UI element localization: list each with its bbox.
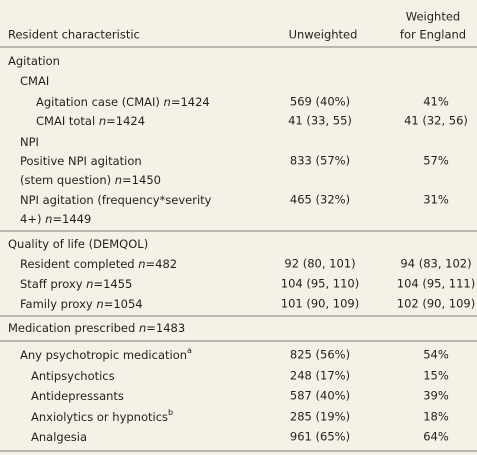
unweighted-value: 41 (33, 55) <box>288 114 352 128</box>
row-label: Antipsychotics <box>31 369 115 383</box>
row-label: (stem question) n=1450 <box>20 173 161 187</box>
label-text: Medication prescribed <box>8 321 139 335</box>
row-label: Quality of life (DEMQOL) <box>8 237 148 251</box>
unweighted-value: 825 (56%) <box>290 348 350 362</box>
unweighted-value: 833 (57%) <box>290 154 350 168</box>
label-text: =1455 <box>93 277 132 291</box>
label-text: Agitation case (CMAI) <box>36 95 164 109</box>
weighted-value: 104 (95, 111) <box>397 277 475 291</box>
unweighted-value: 569 (40%) <box>290 95 350 109</box>
label-text: (stem question) <box>20 173 115 187</box>
label-text: Quality of life (DEMQOL) <box>8 237 148 251</box>
label-italic: n <box>86 277 93 291</box>
label-italic: n <box>99 114 106 128</box>
row-label: Analgesia <box>31 430 87 444</box>
label-text: Staff proxy <box>20 277 86 291</box>
row-label: Any psychotropic medicationa <box>20 346 192 362</box>
weighted-value: 15% <box>423 369 449 383</box>
unweighted-value: 248 (17%) <box>290 369 350 383</box>
row-label: Family proxy n=1054 <box>20 297 143 311</box>
row-label: CMAI total n=1424 <box>36 114 145 128</box>
weighted-value: 57% <box>423 154 449 168</box>
label-italic: n <box>96 297 103 311</box>
label-text: Anxiolytics or hypnotics <box>31 410 168 424</box>
unweighted-value: 101 (90, 109) <box>281 297 359 311</box>
weighted-value: 39% <box>423 389 449 403</box>
label-italic: n <box>139 321 146 335</box>
label-text: =1483 <box>146 321 185 335</box>
weighted-value: 102 (90, 109) <box>397 297 475 311</box>
label-italic: n <box>115 173 122 187</box>
header-weighted: Weighted <box>406 10 460 24</box>
label-italic: n <box>138 257 145 271</box>
label-text: Any psychotropic medication <box>20 348 187 362</box>
label-text: =482 <box>146 257 178 271</box>
unweighted-value: 92 (80, 101) <box>284 257 355 271</box>
header-unweighted: Unweighted <box>289 28 358 42</box>
row-label: Agitation case (CMAI) n=1424 <box>36 95 210 109</box>
label-text: =1450 <box>122 173 161 187</box>
row-label: Positive NPI agitation <box>20 154 142 168</box>
label-text: Analgesia <box>31 430 87 444</box>
footnote-mark: a <box>187 346 192 355</box>
label-text: =1424 <box>106 114 145 128</box>
label-italic: n <box>164 95 171 109</box>
label-text: =1449 <box>52 212 91 226</box>
label-text: =1054 <box>104 297 143 311</box>
label-text: Positive NPI agitation <box>20 154 142 168</box>
row-label: Agitation <box>8 54 60 68</box>
label-italic: n <box>45 212 52 226</box>
label-text: Antidepressants <box>31 389 124 403</box>
label-text: =1424 <box>171 95 210 109</box>
label-text: CMAI total <box>36 114 99 128</box>
row-label: Resident completed n=482 <box>20 257 177 271</box>
footnote-mark: b <box>168 408 173 417</box>
label-text: Agitation <box>8 54 60 68</box>
unweighted-value: 104 (95, 110) <box>281 277 359 291</box>
unweighted-value: 961 (65%) <box>290 430 350 444</box>
label-text: Resident completed <box>20 257 138 271</box>
weighted-value: 94 (83, 102) <box>400 257 471 271</box>
weighted-value: 18% <box>423 410 449 424</box>
label-text: Antipsychotics <box>31 369 115 383</box>
row-label: NPI <box>20 135 39 149</box>
row-label: NPI agitation (frequency*severity <box>20 193 212 207</box>
weighted-value: 31% <box>423 193 449 207</box>
weighted-value: 54% <box>423 348 449 362</box>
row-label: 4+) n=1449 <box>20 212 91 226</box>
weighted-value: 41 (32, 56) <box>404 114 468 128</box>
row-label: Antidepressants <box>31 389 124 403</box>
row-label: CMAI <box>20 74 49 88</box>
label-text: Family proxy <box>20 297 96 311</box>
label-text: NPI <box>20 135 39 149</box>
label-text: NPI agitation (frequency*severity <box>20 193 212 207</box>
row-label: Anxiolytics or hypnoticsb <box>31 408 173 424</box>
unweighted-value: 285 (19%) <box>290 410 350 424</box>
label-text: CMAI <box>20 74 49 88</box>
header-characteristic: Resident characteristic <box>8 28 140 42</box>
weighted-value: 64% <box>423 430 449 444</box>
row-label: Staff proxy n=1455 <box>20 277 132 291</box>
unweighted-value: 587 (40%) <box>290 389 350 403</box>
weighted-value: 41% <box>423 95 449 109</box>
unweighted-value: 465 (32%) <box>290 193 350 207</box>
header-weighted: for England <box>400 28 466 42</box>
row-label: Medication prescribed n=1483 <box>8 321 185 335</box>
label-text: 4+) <box>20 212 45 226</box>
